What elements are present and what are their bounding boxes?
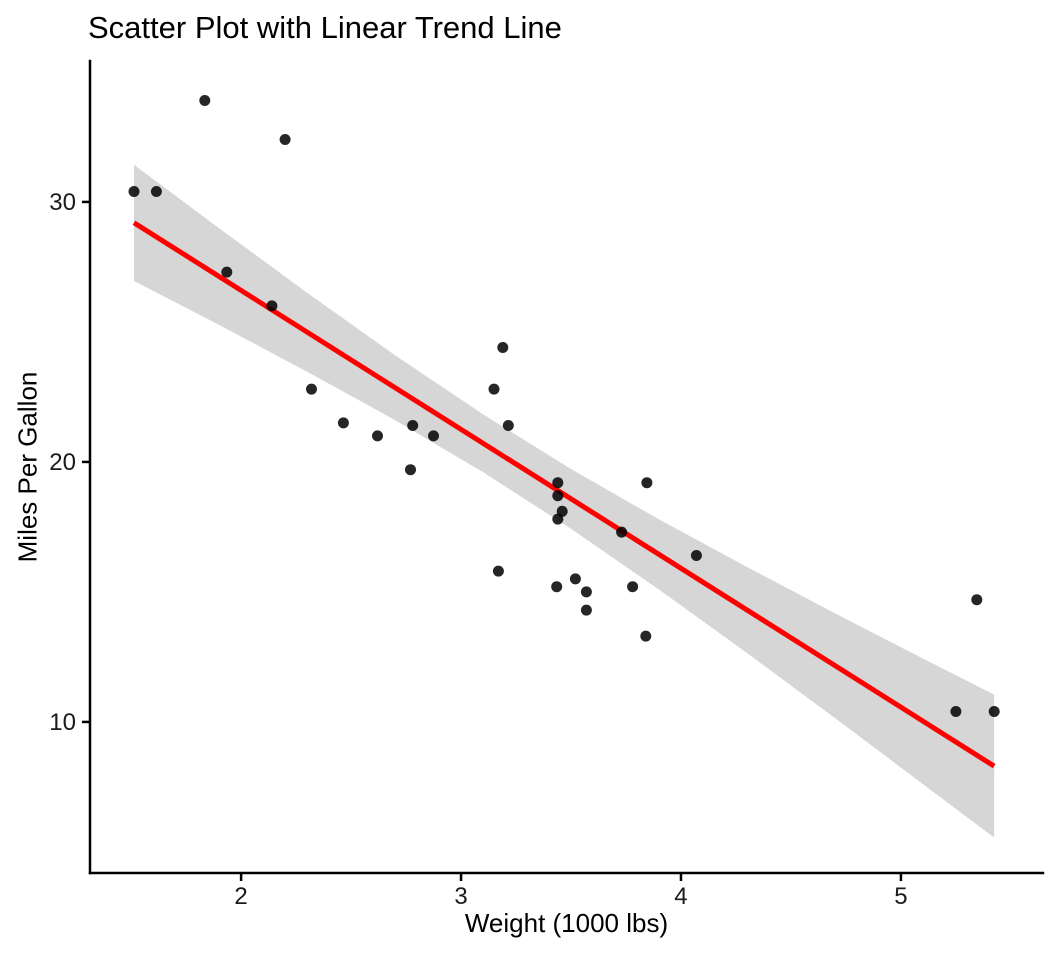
y-tick-label: 20 xyxy=(49,449,76,476)
data-point xyxy=(580,604,592,616)
data-point xyxy=(551,581,563,593)
data-point xyxy=(199,95,211,106)
data-point xyxy=(492,565,504,577)
data-point xyxy=(552,513,564,525)
data-point xyxy=(407,420,419,431)
data-point xyxy=(405,464,416,476)
data-point xyxy=(641,477,653,489)
x-tick-label: 3 xyxy=(454,883,467,910)
data-point xyxy=(971,594,983,606)
data-point xyxy=(221,266,233,278)
x-tick-label: 5 xyxy=(894,883,907,910)
data-point xyxy=(988,706,1000,717)
y-tick-label: 10 xyxy=(49,709,76,736)
trend-line xyxy=(132,220,996,769)
chart-title: Scatter Plot with Linear Trend Line xyxy=(88,10,562,45)
data-point xyxy=(497,342,509,353)
data-point xyxy=(950,706,962,717)
x-axis-title: Weight (1000 lbs) xyxy=(464,908,669,938)
data-point xyxy=(266,300,278,312)
data-point xyxy=(150,186,162,197)
data-point xyxy=(569,573,581,585)
data-point xyxy=(372,430,383,442)
data-point xyxy=(616,526,628,538)
x-tick-label: 4 xyxy=(674,883,687,910)
data-point xyxy=(690,550,702,561)
data-point xyxy=(640,630,652,642)
data-point xyxy=(128,186,140,197)
data-point xyxy=(337,417,349,429)
data-point xyxy=(502,420,514,431)
data-point xyxy=(488,383,500,395)
data-point xyxy=(580,586,592,598)
data-point xyxy=(552,477,564,489)
data-point xyxy=(552,490,564,502)
data-point xyxy=(279,134,291,145)
x-tick-label: 2 xyxy=(234,883,247,910)
y-axis-title: Miles Per Gallon xyxy=(12,371,43,563)
y-tick-label: 30 xyxy=(49,189,76,216)
data-point xyxy=(428,430,439,442)
confidence-band xyxy=(134,164,995,838)
data-point xyxy=(627,581,639,593)
data-point xyxy=(306,383,317,395)
